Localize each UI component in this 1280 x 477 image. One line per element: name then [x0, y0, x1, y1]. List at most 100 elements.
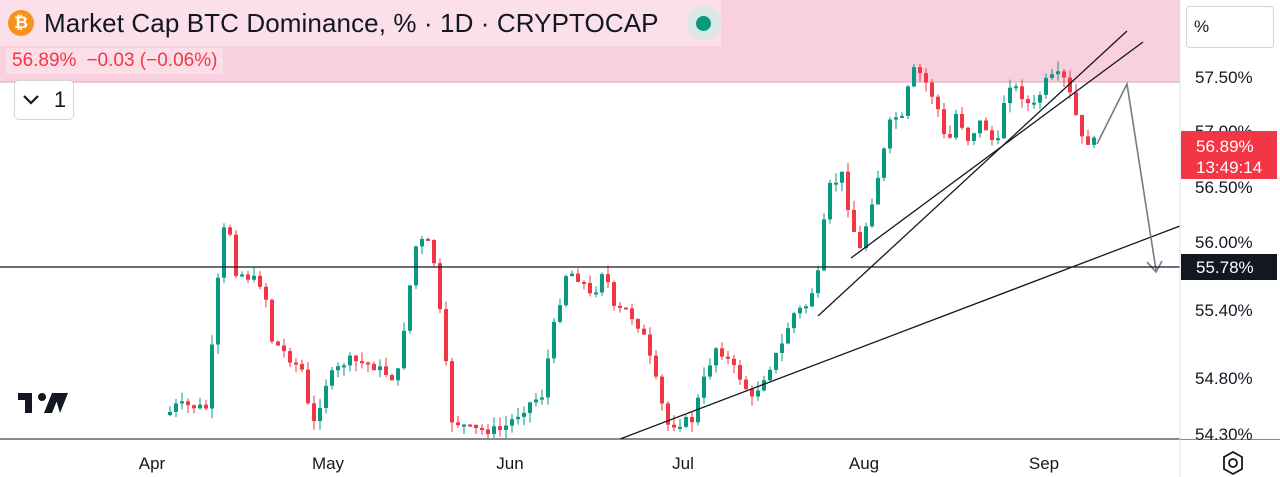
svg-text:13:49:14: 13:49:14: [1196, 158, 1262, 177]
candle-body: [180, 401, 184, 404]
candle-body: [1044, 77, 1048, 95]
price-change: −0.03 (−0.06%): [86, 50, 218, 71]
candle-body: [618, 305, 622, 308]
candle-body: [456, 422, 460, 426]
candle-body: [774, 352, 778, 370]
candle-body: [714, 348, 718, 366]
candle-body: [846, 171, 850, 210]
candle-body: [576, 273, 580, 282]
candle-body: [954, 113, 958, 138]
candle-body: [768, 369, 772, 381]
trend-lines: [619, 30, 1181, 440]
candle-body: [756, 390, 760, 397]
candle-body: [864, 226, 868, 249]
candle-body: [1062, 71, 1066, 78]
x-axis-ticks: Apr May Jun Jul Aug Sep: [139, 454, 1059, 473]
candle-body: [408, 285, 412, 331]
candle-body: [1068, 77, 1072, 93]
candle-body: [300, 363, 304, 370]
candle-body: [1002, 103, 1006, 139]
candle-body: [1020, 86, 1024, 100]
x-tick-label: May: [312, 454, 345, 473]
candle-body: [750, 389, 754, 397]
candle-body: [732, 358, 736, 366]
candles-group: [168, 61, 1096, 438]
candle-body: [1056, 71, 1060, 75]
candle-body: [606, 274, 610, 283]
candle-body: [432, 240, 436, 264]
tradingview-logo-icon[interactable]: [18, 388, 70, 418]
candle-body: [468, 424, 472, 427]
candle-body: [522, 412, 526, 417]
candle-body: [870, 204, 874, 227]
candle-body: [210, 344, 214, 409]
candle-body: [570, 273, 574, 277]
candle-body: [558, 305, 562, 322]
candle-body: [498, 426, 502, 430]
candle-body: [702, 376, 706, 398]
svg-text:55.78%: 55.78%: [1196, 258, 1254, 277]
candle-body: [270, 299, 274, 342]
market-status-button[interactable]: [686, 6, 721, 40]
candle-body: [426, 238, 430, 241]
candle-body: [780, 343, 784, 353]
candle-body: [276, 341, 280, 346]
candle-body: [630, 308, 634, 320]
candle-body: [888, 119, 892, 149]
candle-body: [510, 419, 514, 426]
candle-body: [810, 293, 814, 307]
candle-body: [690, 417, 694, 423]
candle-body: [828, 182, 832, 220]
candle-body: [738, 365, 742, 380]
status-dot-icon: [696, 15, 712, 31]
candle-body: [264, 286, 268, 300]
candle-body: [384, 366, 388, 376]
settings-gear-icon[interactable]: [1220, 450, 1246, 476]
candle-body: [960, 113, 964, 128]
rising-wedge-line-2: [850, 41, 1144, 259]
x-tick-label: Apr: [139, 454, 166, 473]
candle-body: [396, 368, 400, 381]
rising-wedge-line-1: [817, 30, 1128, 317]
x-tick-label: Jun: [496, 454, 523, 473]
candle-body: [1032, 102, 1036, 105]
y-tick-label: 56.50%: [1195, 178, 1253, 197]
candle-body: [312, 403, 316, 422]
candle-body: [306, 369, 310, 404]
candle-body: [858, 231, 862, 249]
candle-body: [450, 361, 454, 423]
candle-body: [936, 96, 940, 110]
candle-body: [534, 399, 538, 403]
candle-body: [918, 67, 922, 74]
candle-body: [492, 426, 496, 435]
candle-body: [228, 227, 232, 235]
y-tick-label: 56.00%: [1195, 233, 1253, 252]
candle-body: [1092, 137, 1096, 145]
candle-body: [744, 379, 748, 390]
price-axis-bg: [1181, 0, 1280, 439]
candle-body: [222, 227, 226, 278]
candle-body: [444, 309, 448, 362]
candle-body: [762, 380, 766, 391]
chevron-down-icon: [23, 95, 39, 105]
candle-body: [672, 424, 676, 428]
bitcoin-icon: ₿: [8, 10, 34, 36]
candle-body: [486, 429, 490, 435]
candle-body: [186, 401, 190, 406]
candle-body: [348, 355, 352, 366]
candle-body: [438, 263, 442, 310]
candle-body: [258, 275, 262, 287]
indicators-count: 1: [53, 87, 67, 112]
price-unit-selector[interactable]: %: [1186, 6, 1274, 48]
candle-body: [654, 355, 658, 377]
projection-arrow: [1096, 81, 1163, 274]
price-summary: 56.89% −0.03 (−0.06%): [6, 48, 224, 74]
indicators-toggle-button[interactable]: 1: [14, 80, 74, 120]
x-tick-label: Aug: [849, 454, 879, 473]
candle-body: [1008, 87, 1012, 104]
candle-body: [990, 130, 994, 140]
candle-body: [720, 348, 724, 357]
candle-body: [234, 234, 238, 276]
chart-title[interactable]: Market Cap BTC Dominance, % · 1D · CRYPT…: [44, 7, 659, 38]
